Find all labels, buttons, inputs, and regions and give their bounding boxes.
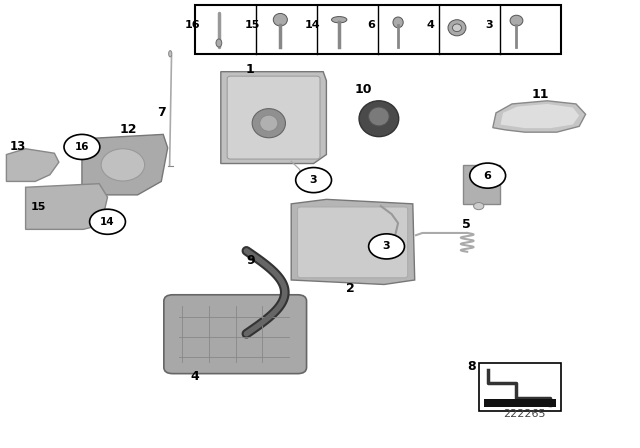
Text: 3: 3	[383, 241, 390, 251]
Polygon shape	[82, 134, 168, 195]
Text: 15: 15	[31, 202, 46, 212]
Text: 4: 4	[426, 20, 434, 30]
Ellipse shape	[359, 101, 399, 137]
Polygon shape	[6, 149, 59, 181]
Text: 7: 7	[157, 105, 166, 119]
Ellipse shape	[452, 24, 461, 31]
Text: 13: 13	[10, 140, 26, 154]
Text: 1: 1	[245, 63, 254, 76]
FancyBboxPatch shape	[227, 76, 320, 159]
FancyBboxPatch shape	[298, 207, 408, 278]
Polygon shape	[221, 72, 326, 164]
FancyBboxPatch shape	[463, 165, 500, 204]
Text: 16: 16	[184, 20, 200, 30]
Text: 14: 14	[305, 20, 320, 30]
Polygon shape	[500, 104, 579, 128]
Text: 3: 3	[486, 20, 493, 30]
Circle shape	[296, 168, 332, 193]
Text: 4: 4	[191, 370, 200, 383]
FancyBboxPatch shape	[484, 399, 556, 407]
Text: 2: 2	[346, 282, 355, 296]
Text: 15: 15	[244, 20, 260, 30]
Circle shape	[90, 209, 125, 234]
Ellipse shape	[448, 20, 466, 36]
Polygon shape	[291, 199, 415, 284]
Text: 6: 6	[367, 20, 375, 30]
Ellipse shape	[273, 13, 287, 26]
Polygon shape	[493, 101, 586, 132]
Text: 3: 3	[310, 175, 317, 185]
Ellipse shape	[369, 107, 389, 126]
Ellipse shape	[332, 17, 347, 23]
Ellipse shape	[101, 149, 145, 181]
Ellipse shape	[510, 15, 523, 26]
Text: 5: 5	[461, 218, 470, 232]
Text: 12: 12	[119, 122, 137, 136]
Text: 11: 11	[532, 87, 550, 101]
Ellipse shape	[169, 51, 172, 57]
Ellipse shape	[393, 17, 403, 28]
Text: 8: 8	[467, 359, 476, 373]
FancyBboxPatch shape	[164, 295, 307, 374]
Circle shape	[470, 163, 506, 188]
Circle shape	[474, 202, 484, 210]
Ellipse shape	[252, 109, 285, 138]
Polygon shape	[26, 184, 108, 229]
Circle shape	[369, 234, 404, 259]
Circle shape	[64, 134, 100, 159]
Ellipse shape	[216, 39, 222, 47]
Text: 222265: 222265	[504, 409, 546, 419]
Text: 14: 14	[100, 217, 115, 227]
Text: 6: 6	[484, 171, 492, 181]
Ellipse shape	[260, 115, 278, 131]
Text: 10: 10	[355, 83, 372, 96]
Text: 9: 9	[246, 254, 255, 267]
FancyBboxPatch shape	[479, 363, 561, 411]
Text: 16: 16	[75, 142, 89, 152]
FancyBboxPatch shape	[195, 5, 561, 54]
